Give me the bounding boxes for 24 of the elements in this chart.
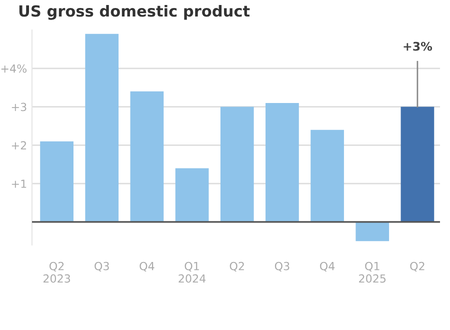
y-tick-label: +4%: [1, 64, 27, 73]
x-tick-label: Q1 2024: [178, 262, 206, 283]
x-tick-label: Q4: [320, 262, 335, 272]
y-tick-label: +3: [12, 102, 26, 112]
x-tick-label: Q2 2023: [43, 262, 70, 283]
x-tick-label: Q2: [410, 262, 424, 272]
data-label: +3%: [404, 42, 432, 51]
y-tick-label: +2: [12, 141, 26, 150]
x-tick-label: Q3: [94, 262, 109, 272]
x-tick-label: Q2: [230, 262, 244, 272]
bar: [400, 106, 434, 222]
x-tick-label: Q1 2025: [359, 262, 386, 283]
bar: [130, 91, 164, 222]
bar: [356, 222, 390, 242]
y-tick-label: +1: [12, 180, 26, 188]
bar: [266, 102, 299, 222]
chart-title: US gross domestic product: [19, 4, 250, 20]
x-tick-label: Q3: [274, 262, 290, 272]
x-tick-label: Q4: [140, 262, 154, 272]
bar: [40, 141, 74, 222]
bar: [85, 34, 119, 222]
bar: [310, 130, 344, 222]
bar: [175, 168, 209, 222]
bar: [220, 106, 254, 222]
